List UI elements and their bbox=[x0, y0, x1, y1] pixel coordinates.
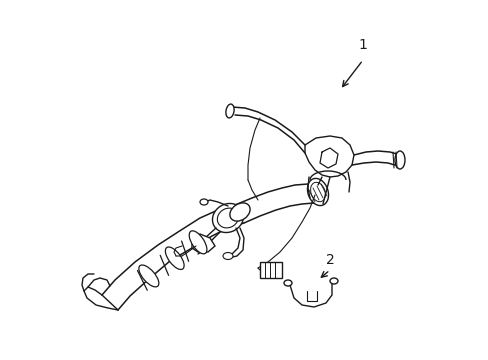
Ellipse shape bbox=[217, 208, 238, 228]
Ellipse shape bbox=[329, 278, 337, 284]
Ellipse shape bbox=[212, 203, 243, 233]
Ellipse shape bbox=[284, 280, 291, 286]
Ellipse shape bbox=[229, 203, 249, 221]
Ellipse shape bbox=[307, 179, 328, 206]
Ellipse shape bbox=[189, 231, 206, 254]
Ellipse shape bbox=[223, 252, 232, 260]
Polygon shape bbox=[260, 262, 282, 278]
Text: 1: 1 bbox=[358, 38, 366, 52]
Ellipse shape bbox=[394, 151, 404, 169]
Ellipse shape bbox=[139, 265, 159, 287]
Text: 2: 2 bbox=[325, 253, 334, 267]
Ellipse shape bbox=[200, 199, 207, 205]
Ellipse shape bbox=[225, 104, 234, 118]
Ellipse shape bbox=[310, 182, 325, 202]
Polygon shape bbox=[192, 234, 215, 252]
Polygon shape bbox=[305, 136, 353, 177]
Ellipse shape bbox=[165, 247, 184, 270]
